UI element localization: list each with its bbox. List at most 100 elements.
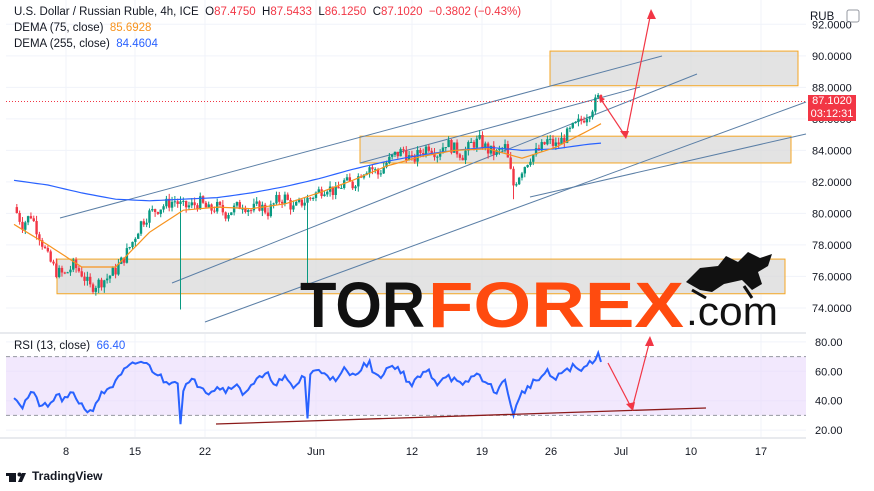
rsi-arrow-up[interactable] xyxy=(631,339,651,410)
candle-body[interactable] xyxy=(515,184,518,186)
candle-body[interactable] xyxy=(252,203,256,211)
candle-body[interactable] xyxy=(162,206,165,210)
candle-body[interactable] xyxy=(100,279,103,288)
forecast-arrow-down[interactable] xyxy=(599,97,627,138)
candle-body[interactable] xyxy=(179,201,182,204)
candle-body[interactable] xyxy=(495,150,498,155)
candle-body[interactable] xyxy=(526,164,529,168)
candle-body[interactable] xyxy=(438,153,442,157)
candle-body[interactable] xyxy=(309,197,312,199)
candle-body[interactable] xyxy=(475,138,479,148)
candle-body[interactable] xyxy=(334,186,337,196)
candle-body[interactable] xyxy=(117,263,120,275)
candle-body[interactable] xyxy=(348,177,352,182)
candle-body[interactable] xyxy=(427,146,431,151)
candle-body[interactable] xyxy=(303,202,306,206)
dema75-legend[interactable]: DEMA (75, close) 85.6928 xyxy=(14,21,151,36)
candle-body[interactable] xyxy=(283,194,287,204)
candle-body[interactable] xyxy=(139,221,143,234)
candle-body[interactable] xyxy=(596,95,600,98)
candle-body[interactable] xyxy=(410,155,414,157)
candle-body[interactable] xyxy=(509,157,512,169)
candle-body[interactable] xyxy=(568,127,572,129)
dema75-label[interactable]: DEMA (75, close) xyxy=(14,22,104,34)
candle-body[interactable] xyxy=(560,137,563,145)
candle-body[interactable] xyxy=(388,156,391,164)
candle-body[interactable] xyxy=(165,198,168,207)
candle-body[interactable] xyxy=(430,150,433,154)
candle-body[interactable] xyxy=(122,257,126,263)
candle-body[interactable] xyxy=(351,181,354,189)
candle-body[interactable] xyxy=(249,210,253,212)
candle-body[interactable] xyxy=(103,280,106,288)
candle-body[interactable] xyxy=(582,120,586,123)
candle-body[interactable] xyxy=(484,143,487,149)
candle-body[interactable] xyxy=(26,216,30,223)
candle-body[interactable] xyxy=(543,142,546,145)
candle-body[interactable] xyxy=(517,177,521,185)
dema255-label[interactable]: DEMA (255, close) xyxy=(14,38,110,50)
candle-body[interactable] xyxy=(57,267,61,277)
rsi-label[interactable]: RSI (13, close) xyxy=(14,340,91,352)
candle-body[interactable] xyxy=(69,269,72,273)
candle-body[interactable] xyxy=(458,154,462,158)
candle-body[interactable] xyxy=(190,202,193,206)
candle-body[interactable] xyxy=(266,212,270,217)
candle-body[interactable] xyxy=(405,150,408,161)
candle-body[interactable] xyxy=(32,218,35,222)
candle-body[interactable] xyxy=(159,209,162,214)
candle-body[interactable] xyxy=(269,204,273,217)
candle-body[interactable] xyxy=(591,111,594,118)
candle-body[interactable] xyxy=(577,118,580,122)
candle-body[interactable] xyxy=(244,208,247,212)
candle-body[interactable] xyxy=(317,189,320,193)
candle-body[interactable] xyxy=(464,150,467,161)
candle-body[interactable] xyxy=(196,205,199,210)
candle-body[interactable] xyxy=(263,204,267,213)
candle-body[interactable] xyxy=(345,177,349,181)
candle-body[interactable] xyxy=(469,141,473,143)
candle-body[interactable] xyxy=(201,196,205,203)
candle-body[interactable] xyxy=(571,123,574,128)
time-axis[interactable]: 8 15 22 Jun 12 19 26 Jul 10 17 xyxy=(63,446,767,458)
candle-body[interactable] xyxy=(184,200,188,208)
candle-body[interactable] xyxy=(331,186,335,196)
candle-body[interactable] xyxy=(563,137,566,143)
candle-body[interactable] xyxy=(433,153,436,158)
candle-body[interactable] xyxy=(385,163,388,168)
candle-body[interactable] xyxy=(35,221,38,235)
candle-body[interactable] xyxy=(278,194,281,202)
candle-body[interactable] xyxy=(46,247,50,252)
candle-body[interactable] xyxy=(441,147,445,154)
candle-body[interactable] xyxy=(447,139,450,148)
candle-body[interactable] xyxy=(218,201,222,206)
candle-body[interactable] xyxy=(232,205,236,213)
candle-body[interactable] xyxy=(173,201,177,203)
candle-body[interactable] xyxy=(134,238,137,242)
candle-body[interactable] xyxy=(588,117,591,119)
symbol-legend[interactable]: U.S. Dollar / Russian Ruble, 4h, ICE O87… xyxy=(14,5,521,20)
candle-body[interactable] xyxy=(72,259,75,270)
candle-body[interactable] xyxy=(258,201,261,211)
candle-body[interactable] xyxy=(585,118,589,123)
candle-body[interactable] xyxy=(467,142,470,151)
candle-body[interactable] xyxy=(523,167,527,174)
candle-body[interactable] xyxy=(565,128,569,143)
rsi-legend[interactable]: RSI (13, close) 66.40 xyxy=(14,339,125,354)
candle-body[interactable] xyxy=(43,246,47,248)
candle-body[interactable] xyxy=(320,189,323,197)
candle-body[interactable] xyxy=(207,204,210,208)
candle-body[interactable] xyxy=(18,212,21,222)
candle-body[interactable] xyxy=(422,153,425,155)
candle-body[interactable] xyxy=(168,198,171,208)
candle-body[interactable] xyxy=(424,146,428,154)
candle-body[interactable] xyxy=(41,240,44,247)
candle-body[interactable] xyxy=(255,201,258,204)
candle-body[interactable] xyxy=(77,268,81,272)
candle-body[interactable] xyxy=(455,142,459,155)
candle-body[interactable] xyxy=(453,142,456,153)
candle-body[interactable] xyxy=(199,196,202,210)
price-axis[interactable]: 92.000090.000088.000086.000084.000082.00… xyxy=(812,19,852,315)
forecast-arrow-up[interactable] xyxy=(625,11,652,138)
candle-body[interactable] xyxy=(142,221,146,225)
